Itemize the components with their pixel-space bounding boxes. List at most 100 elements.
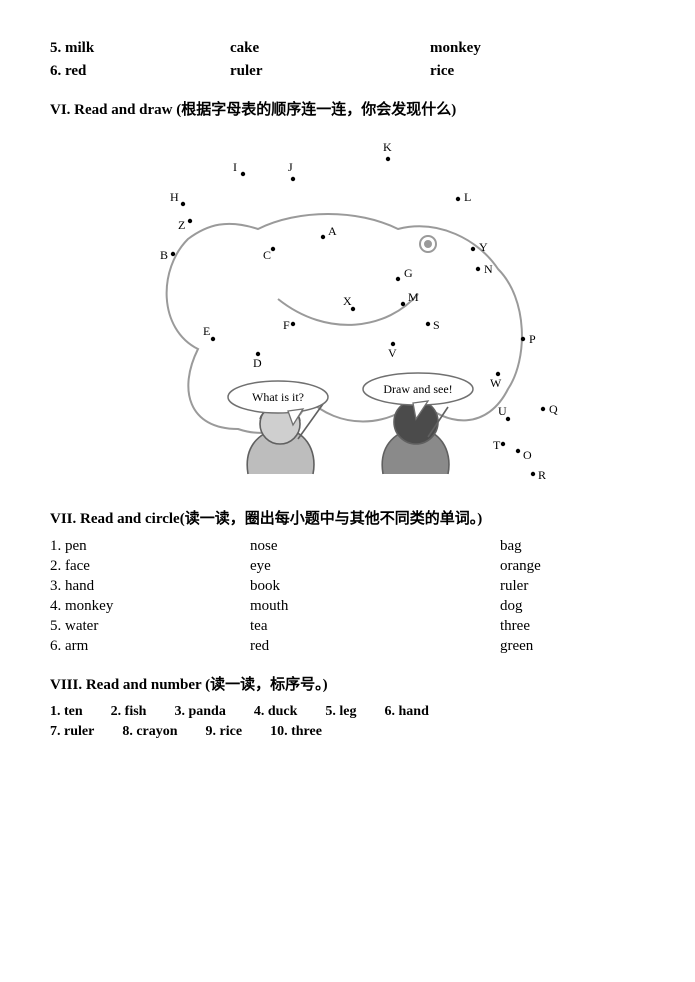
q7-row: 5. water tea three bbox=[50, 618, 645, 635]
num-item: 10. three bbox=[270, 724, 322, 740]
svg-text:M: M bbox=[408, 290, 419, 304]
cell: 2. face bbox=[50, 558, 250, 575]
cell: eye bbox=[250, 558, 450, 575]
dot-S: S bbox=[425, 318, 439, 332]
cell: mouth bbox=[250, 598, 450, 615]
svg-text:Z: Z bbox=[178, 218, 185, 232]
cell: nose bbox=[250, 538, 450, 555]
svg-text:R: R bbox=[538, 468, 546, 482]
num-item: 9. rice bbox=[206, 724, 243, 740]
dot-W: W bbox=[490, 372, 502, 390]
svg-text:U: U bbox=[498, 404, 507, 418]
q7-row: 2. face eye orange bbox=[50, 558, 645, 575]
cell: red bbox=[250, 638, 450, 655]
num-item: 2. fish bbox=[111, 704, 147, 720]
cell: tea bbox=[250, 618, 450, 635]
svg-text:P: P bbox=[529, 332, 536, 346]
q7-row: 3. hand book ruler bbox=[50, 578, 645, 595]
num-item: 6. hand bbox=[385, 704, 429, 720]
svg-text:L: L bbox=[464, 190, 471, 204]
dot-X: X bbox=[343, 294, 355, 311]
cell: book bbox=[250, 578, 450, 595]
speech-what-is-it: What is it? bbox=[252, 390, 304, 404]
cell: bag bbox=[450, 538, 645, 555]
section6-title: VI. Read and draw (根据字母表的顺序连一连，你会发现什么) bbox=[50, 98, 645, 119]
section8-line2: 7. ruler 8. crayon 9. rice 10. three bbox=[50, 724, 645, 740]
dot-V: V bbox=[388, 342, 397, 360]
dot-M: M bbox=[400, 290, 418, 306]
cell: 6. red bbox=[50, 63, 230, 80]
svg-text:I: I bbox=[233, 160, 237, 174]
svg-text:W: W bbox=[490, 376, 502, 390]
svg-text:N: N bbox=[484, 262, 493, 276]
svg-text:K: K bbox=[383, 140, 392, 154]
worksheet-page: 5. milk cake monkey 6. red ruler rice VI… bbox=[0, 0, 695, 784]
dot-P: P bbox=[520, 332, 535, 346]
cell: three bbox=[450, 618, 645, 635]
cell: 1. pen bbox=[50, 538, 250, 555]
dot-Y: Y bbox=[470, 240, 487, 254]
cell: ruler bbox=[450, 578, 645, 595]
svg-text:E: E bbox=[203, 324, 210, 338]
dot-G: G bbox=[395, 266, 412, 281]
num-item: 8. crayon bbox=[122, 724, 177, 740]
svg-text:Q: Q bbox=[549, 402, 558, 416]
dot-U: U bbox=[498, 404, 510, 421]
cell: rice bbox=[430, 63, 645, 80]
dot-T: T bbox=[493, 438, 505, 452]
svg-text:S: S bbox=[433, 318, 440, 332]
dot-Q: Q bbox=[540, 402, 557, 416]
svg-text:H: H bbox=[170, 190, 179, 204]
dot-N: N bbox=[475, 262, 492, 276]
cell: orange bbox=[450, 558, 645, 575]
cell: 3. hand bbox=[50, 578, 250, 595]
num-item: 1. ten bbox=[50, 704, 83, 720]
cell: 6. arm bbox=[50, 638, 250, 655]
svg-text:Y: Y bbox=[479, 240, 488, 254]
top-row-5: 5. milk cake monkey bbox=[50, 40, 645, 57]
dot-K: K bbox=[383, 140, 392, 161]
top-row-6: 6. red ruler rice bbox=[50, 63, 645, 80]
num-item: 3. panda bbox=[174, 704, 225, 720]
dot-I: I bbox=[233, 160, 245, 176]
dot-H: H bbox=[170, 190, 185, 206]
section-top-rows: 5. milk cake monkey 6. red ruler rice bbox=[50, 40, 645, 80]
section8-line1: 1. ten 2. fish 3. panda 4. duck 5. leg 6… bbox=[50, 704, 645, 720]
dot-F: F bbox=[283, 318, 295, 332]
svg-text:F: F bbox=[283, 318, 290, 332]
cell: monkey bbox=[430, 40, 645, 57]
svg-text:V: V bbox=[388, 346, 397, 360]
num-item: 5. leg bbox=[325, 704, 356, 720]
cell: 5. milk bbox=[50, 40, 230, 57]
q7-row: 6. arm red green bbox=[50, 638, 645, 655]
cell: ruler bbox=[230, 63, 430, 80]
num-item: 7. ruler bbox=[50, 724, 94, 740]
svg-text:G: G bbox=[404, 266, 413, 280]
cell: 4. monkey bbox=[50, 598, 250, 615]
svg-text:X: X bbox=[343, 294, 352, 308]
cell: green bbox=[450, 638, 645, 655]
svg-text:D: D bbox=[253, 356, 262, 370]
speech-draw-and-see: Draw and see! bbox=[383, 382, 452, 396]
dot-O: O bbox=[515, 448, 531, 462]
svg-text:O: O bbox=[523, 448, 532, 462]
cell: 5. water bbox=[50, 618, 250, 635]
dot-R: R bbox=[530, 468, 545, 482]
svg-text:T: T bbox=[493, 438, 501, 452]
num-item: 4. duck bbox=[254, 704, 298, 720]
svg-text:A: A bbox=[328, 224, 337, 238]
dot-C: C bbox=[263, 247, 275, 262]
connect-dots-figure: What is it? Draw and see! I J K H Z B C … bbox=[128, 129, 568, 489]
section7-title: VII. Read and circle(读一读，圈出每小题中与其他不同类的单词… bbox=[50, 507, 645, 528]
dot-A: A bbox=[320, 224, 336, 239]
dot-L: L bbox=[455, 190, 471, 204]
dot-Z: Z bbox=[178, 218, 192, 232]
svg-text:B: B bbox=[160, 248, 168, 262]
dot-E: E bbox=[203, 324, 215, 341]
dot-D: D bbox=[253, 352, 262, 370]
svg-text:C: C bbox=[263, 248, 271, 262]
dot-J: J bbox=[288, 160, 295, 181]
q7-row: 1. pen nose bag bbox=[50, 538, 645, 555]
cell: dog bbox=[450, 598, 645, 615]
section7-rows: 1. pen nose bag 2. face eye orange 3. ha… bbox=[50, 538, 645, 655]
